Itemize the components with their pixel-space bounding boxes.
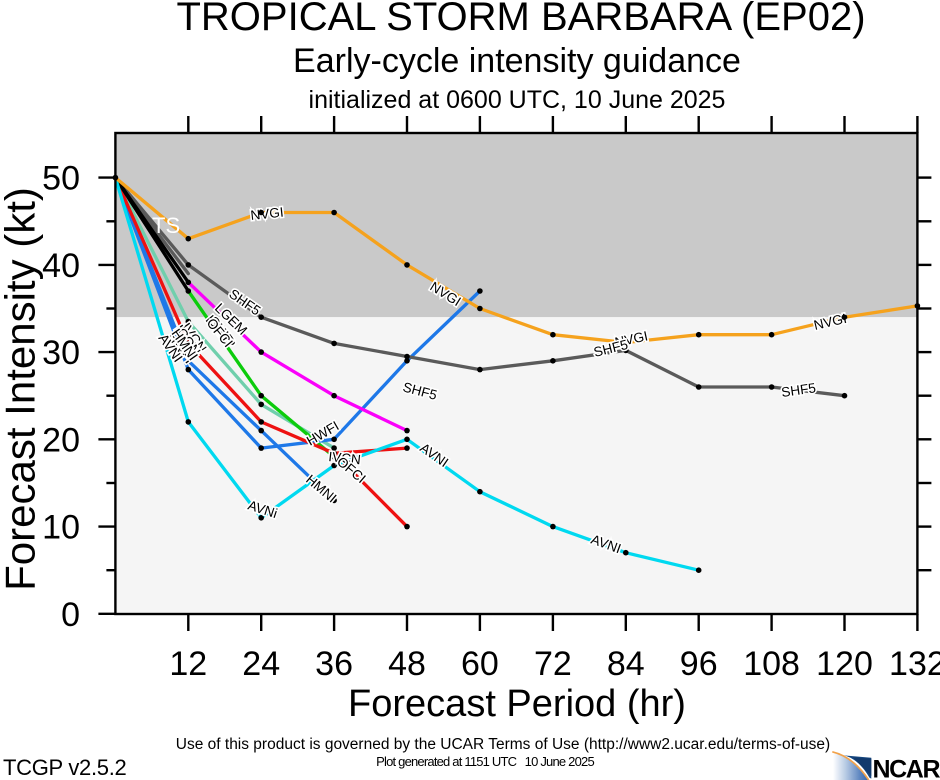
svg-text:36: 36 [315, 645, 353, 683]
svg-text:50: 50 [42, 160, 80, 198]
svg-text:12: 12 [169, 645, 207, 683]
svg-text:40: 40 [42, 247, 80, 285]
svg-text:TCGP v2.5.2: TCGP v2.5.2 [3, 755, 127, 780]
svg-text:Plot generated at 1151 UTC 1: Plot generated at 1151 UTC 10 June 2025 [376, 754, 594, 769]
svg-text:30: 30 [42, 334, 80, 372]
svg-text:Early-cycle intensity guidance: Early-cycle intensity guidance [293, 42, 741, 80]
svg-text:0: 0 [61, 596, 80, 634]
svg-text:60: 60 [461, 645, 499, 683]
svg-text:NVGI: NVGI [250, 205, 285, 223]
svg-text:Use of this product is governe: Use of this product is governed by the U… [176, 736, 830, 753]
svg-text:SHF5: SHF5 [780, 380, 816, 400]
svg-text:108: 108 [743, 645, 800, 683]
svg-text:48: 48 [388, 645, 426, 683]
svg-text:Forecast Intensity (kt): Forecast Intensity (kt) [0, 187, 44, 591]
svg-text:132: 132 [889, 645, 940, 683]
svg-text:24: 24 [242, 645, 280, 683]
svg-text:TROPICAL STORM BARBARA (EP02): TROPICAL STORM BARBARA (EP02) [176, 0, 865, 39]
svg-text:10: 10 [42, 509, 80, 547]
svg-text:20: 20 [42, 421, 80, 459]
svg-text:initialized at 0600 UTC, 10 Ju: initialized at 0600 UTC, 10 June 2025 [309, 86, 726, 114]
svg-text:Forecast Period (hr): Forecast Period (hr) [348, 683, 686, 725]
svg-text:120: 120 [816, 645, 873, 683]
svg-text:84: 84 [607, 645, 645, 683]
svg-text:NCAR: NCAR [873, 756, 940, 780]
svg-text:72: 72 [534, 645, 572, 683]
svg-text:TS: TS [152, 213, 180, 238]
svg-text:IVCN: IVCN [328, 449, 362, 467]
svg-text:96: 96 [680, 645, 718, 683]
